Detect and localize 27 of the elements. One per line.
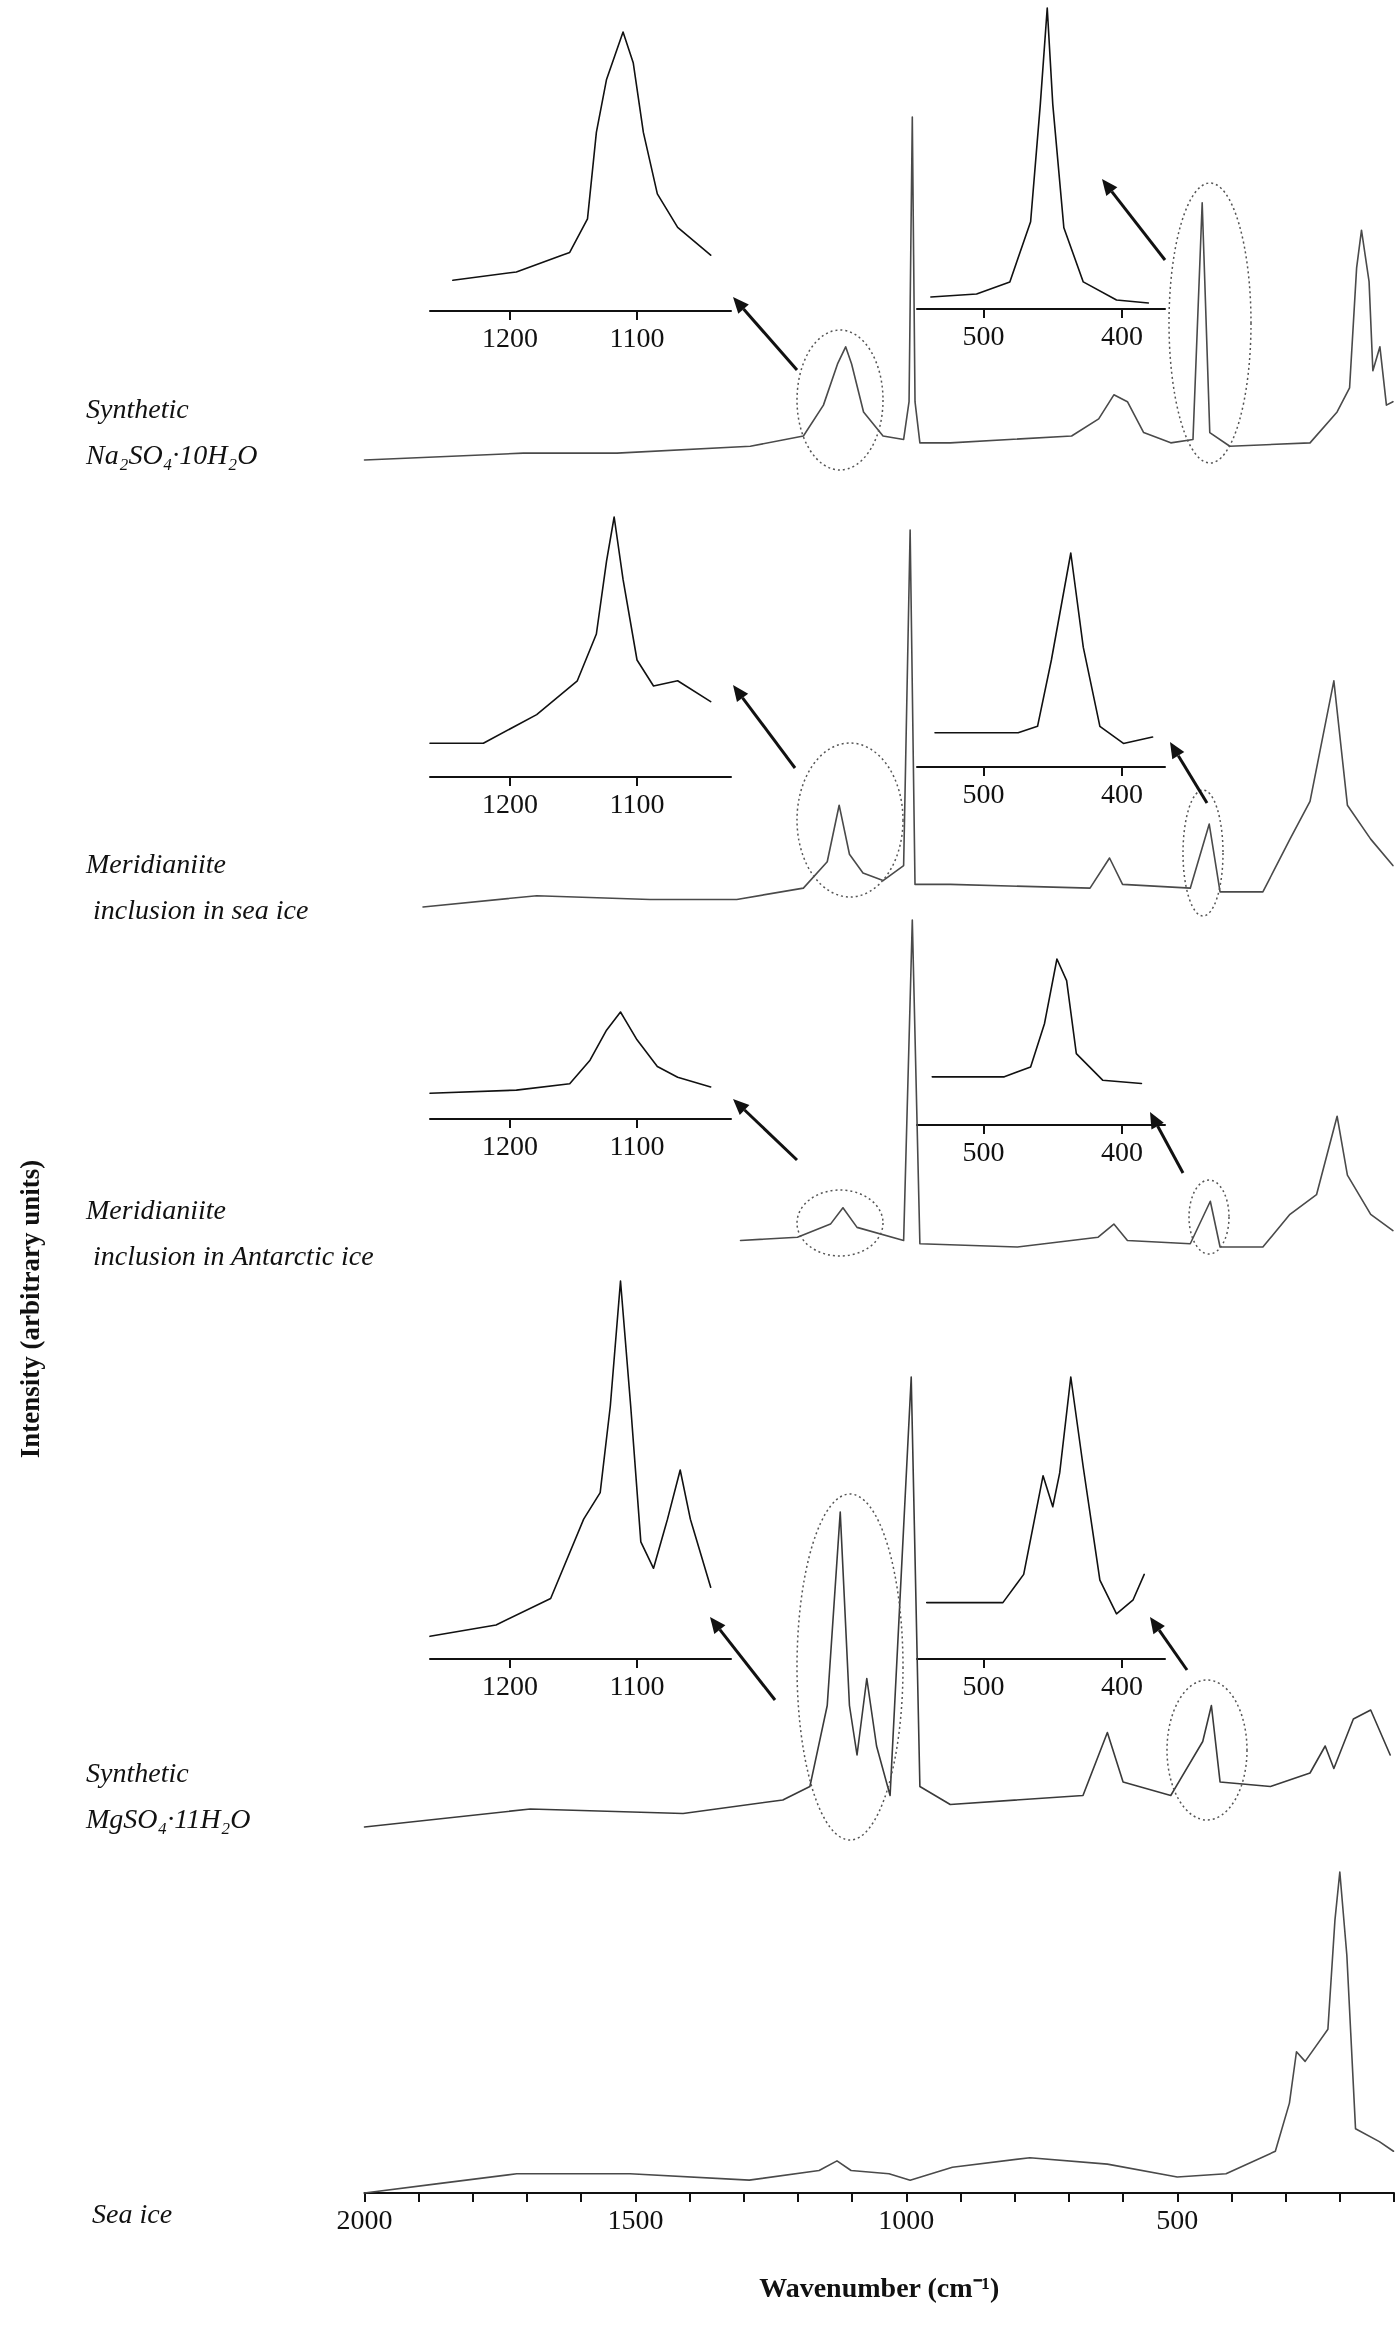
text: Sea ice	[92, 2197, 173, 2229]
x-tick-label: 500	[962, 1135, 1005, 1167]
y-axis-title: Intensity (arbitrary units)	[14, 1159, 45, 1459]
x-tick-label: 1200	[482, 787, 539, 819]
x-tick-label: 1500	[607, 2203, 664, 2235]
x-tick-label: 1200	[482, 1129, 539, 1161]
x-tick-label: 1000	[878, 2203, 935, 2235]
x-tick-label: 500	[1156, 2203, 1199, 2235]
x-tick-label: 400	[1101, 777, 1144, 809]
x-tick-label: 400	[1101, 1135, 1144, 1167]
x-tick-label: 2000	[336, 2203, 393, 2235]
x-tick-label: 1200	[482, 321, 539, 353]
x-tick-label: 400	[1101, 319, 1144, 351]
x-tick-label: 1200	[482, 1669, 539, 1701]
x-tick-label: 1100	[609, 787, 665, 819]
x-tick-label: 1100	[609, 321, 665, 353]
x-tick-label: 1100	[609, 1129, 665, 1161]
text: Meridianiite inclusion in Antarctic ice	[85, 1193, 374, 1271]
x-axis-title: Wavenumber (cm⁻¹)	[759, 2271, 1000, 2303]
x-tick-label: 500	[962, 319, 1005, 351]
x-tick-label: 500	[962, 777, 1005, 809]
text: Meridianiite inclusion in sea ice	[85, 847, 309, 925]
x-tick-label: 1100	[609, 1669, 665, 1701]
x-tick-label: 400	[1101, 1669, 1144, 1701]
text: Synthetic MgSO₄·11H₂O	[85, 1756, 251, 1834]
x-tick-label: 500	[962, 1669, 1005, 1701]
text: Synthetic Na₂SO₄·10H₂O	[85, 392, 258, 470]
